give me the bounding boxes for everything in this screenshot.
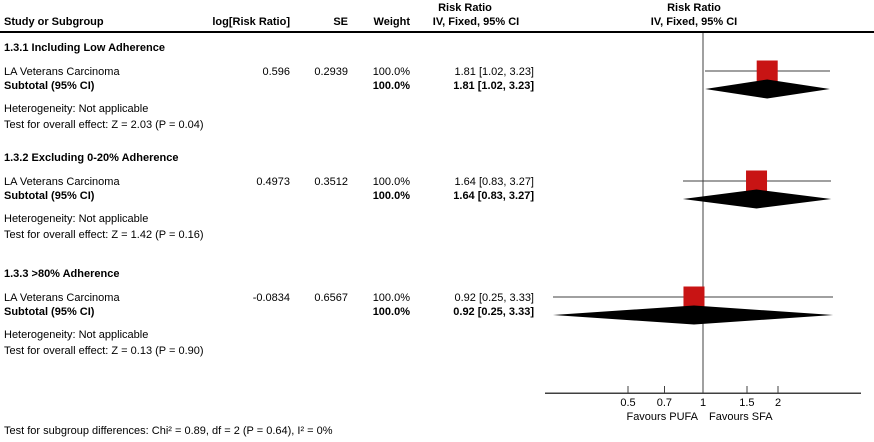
overall-effect-note: Test for overall effect: Z = 1.42 (P = 0… <box>4 229 204 241</box>
subtotal-label: Subtotal (95% CI) <box>4 80 95 92</box>
col-header-effect-line2: IV, Fixed, 95% CI <box>432 16 520 28</box>
heterogeneity-note: Heterogeneity: Not applicable <box>4 213 149 225</box>
study-se: 0.2939 <box>314 66 348 78</box>
subgroup-differences-note: Test for subgroup differences: Chi² = 0.… <box>4 425 333 437</box>
col-header-effect-line1: Risk Ratio <box>438 2 492 14</box>
study-weight: 100.0% <box>372 66 410 78</box>
overall-effect-row: Test for overall effect: Z = 1.42 (P = 0… <box>0 229 874 242</box>
study-name: LA Veterans Carcinoma <box>4 292 120 304</box>
plot-header-line2: IV, Fixed, 95% CI <box>650 16 738 28</box>
axis-tick-label: 1 <box>700 397 706 409</box>
subtotal-label: Subtotal (95% CI) <box>4 306 95 318</box>
study-row: LA Veterans Carcinoma -0.0834 0.6567 100.0%… <box>0 292 874 305</box>
subtotal-row: Subtotal (95% CI) 100.0% 1.81 [1.02, 3.23] <box>0 80 874 93</box>
study-name: LA Veterans Carcinoma <box>4 176 120 188</box>
study-row: LA Veterans Carcinoma 0.596 0.2939 100.0% 1.… <box>0 66 874 79</box>
subgroup-title-row: 1.3.3 >80% Adherence <box>0 268 874 281</box>
study-log-risk-ratio: 0.596 <box>262 66 290 78</box>
col-header-study: Study or Subgroup <box>4 16 104 28</box>
heterogeneity-row: Heterogeneity: Not applicable <box>0 213 874 226</box>
heterogeneity-note: Heterogeneity: Not applicable <box>4 329 149 341</box>
axis-tick-label: 1.5 <box>739 397 754 409</box>
subtotal-weight: 100.0% <box>372 80 410 92</box>
overall-effect-row: Test for overall effect: Z = 2.03 (P = 0… <box>0 119 874 132</box>
heterogeneity-row: Heterogeneity: Not applicable <box>0 329 874 342</box>
study-estimate: 0.92 [0.25, 3.33] <box>454 292 534 304</box>
study-row: LA Veterans Carcinoma 0.4973 0.3512 100.0% 1… <box>0 176 874 189</box>
subgroup-title: 1.3.2 Excluding 0-20% Adherence <box>4 152 179 164</box>
subtotal-estimate: 1.81 [1.02, 3.23] <box>453 80 534 92</box>
subgroup-title: 1.3.1 Including Low Adherence <box>4 42 165 54</box>
header-divider-rule <box>0 31 874 33</box>
overall-effect-note: Test for overall effect: Z = 0.13 (P = 0… <box>4 345 204 357</box>
subtotal-estimate: 1.64 [0.83, 3.27] <box>453 190 534 202</box>
study-weight: 100.0% <box>372 176 410 188</box>
study-se: 0.3512 <box>314 176 348 188</box>
plot-header-line1: Risk Ratio <box>667 2 721 14</box>
axis-tick-label: 0.5 <box>620 397 635 409</box>
subtotal-weight: 100.0% <box>372 190 410 202</box>
study-log-risk-ratio: -0.0834 <box>252 292 290 304</box>
study-estimate: 1.81 [1.02, 3.23] <box>454 66 534 78</box>
heterogeneity-row: Heterogeneity: Not applicable <box>0 103 874 116</box>
overall-effect-note: Test for overall effect: Z = 2.03 (P = 0… <box>4 119 204 131</box>
axis-tick-label: 2 <box>775 397 781 409</box>
subgroup-title: 1.3.3 >80% Adherence <box>4 268 120 280</box>
subtotal-row: Subtotal (95% CI) 100.0% 0.92 [0.25, 3.33] <box>0 306 874 319</box>
study-weight: 100.0% <box>372 292 410 304</box>
col-header-weight: Weight <box>373 16 410 28</box>
study-log-risk-ratio: 0.4973 <box>256 176 290 188</box>
col-header-log-risk-ratio: log[Risk Ratio] <box>212 16 290 28</box>
favours-right-label: Favours SFA <box>709 411 773 423</box>
subgroup-title-row: 1.3.1 Including Low Adherence <box>0 42 874 55</box>
subtotal-label: Subtotal (95% CI) <box>4 190 95 202</box>
overall-effect-row: Test for overall effect: Z = 0.13 (P = 0… <box>0 345 874 358</box>
heterogeneity-note: Heterogeneity: Not applicable <box>4 103 149 115</box>
subtotal-row: Subtotal (95% CI) 100.0% 1.64 [0.83, 3.27] <box>0 190 874 203</box>
study-estimate: 1.64 [0.83, 3.27] <box>454 176 534 188</box>
favours-left-label: Favours PUFA <box>626 411 698 423</box>
subtotal-estimate: 0.92 [0.25, 3.33] <box>453 306 534 318</box>
col-header-se: SE <box>333 16 348 28</box>
axis-tick-label: 0.7 <box>657 397 672 409</box>
subgroup-title-row: 1.3.2 Excluding 0-20% Adherence <box>0 152 874 165</box>
study-name: LA Veterans Carcinoma <box>4 66 120 78</box>
study-se: 0.6567 <box>314 292 348 304</box>
subtotal-weight: 100.0% <box>372 306 410 318</box>
